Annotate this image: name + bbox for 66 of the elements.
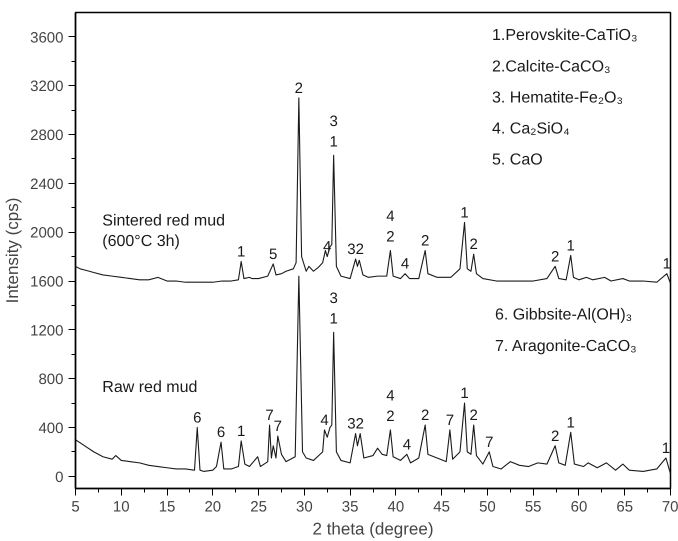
annotation: 1: [237, 422, 246, 440]
annotation: 2: [550, 248, 560, 266]
annotation: 1.Perovskite-CaTiO₃: [492, 27, 638, 44]
annotation: 4. Ca₂SiO₄: [492, 120, 570, 138]
x-tick-label: 65: [616, 498, 634, 516]
annotation: 5: [269, 246, 278, 263]
annotation: 2: [421, 407, 430, 424]
annotation: 7: [265, 407, 274, 424]
annotation: 6: [193, 409, 202, 426]
annotation: 3 1: [329, 112, 338, 150]
x-tick-label: 70: [662, 498, 678, 516]
annotation: 1: [566, 237, 575, 254]
x-tick-label: 30: [296, 498, 313, 516]
y-tick-label: 0: [55, 468, 64, 486]
annotation: 32: [347, 241, 364, 258]
y-tick-label: 3200: [30, 78, 64, 96]
annotation: 4 2: [386, 208, 395, 246]
annotation: 2: [470, 236, 478, 254]
y-tick-label: 400: [38, 420, 64, 437]
annotation: 1: [662, 440, 670, 457]
x-axis-title: 2 theta (degree): [312, 520, 434, 538]
annotation: 4: [400, 256, 410, 273]
x-tick-label: 15: [158, 498, 176, 516]
y-axis-title: Intensity (cps): [3, 198, 22, 304]
annotation: 3. Hematite-Fe₂O₃: [492, 89, 623, 106]
x-tick-label: 45: [433, 498, 450, 516]
y-tick-label: 2400: [30, 176, 64, 193]
x-tick-label: 55: [524, 498, 542, 516]
y-tick-label: 3600: [30, 29, 64, 46]
x-tick-label: 10: [112, 498, 130, 516]
annotation: 1: [460, 385, 469, 402]
annotation: 2.Calcite-CaCO₃: [492, 58, 611, 76]
annotation: 2: [294, 80, 304, 97]
x-tick-label: 35: [342, 498, 358, 516]
annotation: 2: [470, 407, 478, 424]
annotation: 4: [320, 412, 329, 429]
x-tick-label: 5: [71, 498, 80, 516]
y-tick-label: 2800: [30, 127, 64, 144]
annotation: 7: [485, 434, 494, 451]
y-tick-label: 800: [38, 371, 64, 388]
annotation: 6. Gibbsite-Al(OH)₃: [494, 306, 632, 324]
annotation: 7: [446, 412, 454, 429]
y-tick-label: 1200: [30, 322, 64, 340]
annotation: 2: [550, 428, 560, 445]
x-tick-label: 60: [570, 498, 588, 516]
annotation: 5. CaO: [492, 152, 543, 169]
y-tick-label: 2000: [30, 224, 64, 242]
x-tick-label: 50: [479, 498, 496, 516]
line-series: [76, 276, 670, 474]
annotation: 4 2: [386, 388, 395, 425]
y-tick-label: 1600: [30, 274, 64, 291]
x-tick-label: 25: [250, 498, 267, 516]
annotation: 7: [274, 418, 282, 436]
annotation: 2: [421, 232, 430, 250]
annotation: 6: [216, 424, 226, 442]
series-label: Raw red mud: [102, 379, 198, 396]
annotation: 32: [347, 416, 364, 433]
annotation: 7. Aragonite-CaCO₃: [494, 338, 637, 355]
annotation: 1: [460, 204, 469, 222]
annotation: 4: [402, 436, 412, 454]
series-label: Sintered red mud (600°C 3h): [102, 212, 226, 250]
annotation: 3 1: [329, 290, 338, 328]
annotation: 1: [237, 243, 246, 260]
x-tick-label: 40: [388, 498, 404, 516]
annotation: 1: [566, 414, 575, 432]
x-tick-label: 20: [204, 498, 222, 516]
